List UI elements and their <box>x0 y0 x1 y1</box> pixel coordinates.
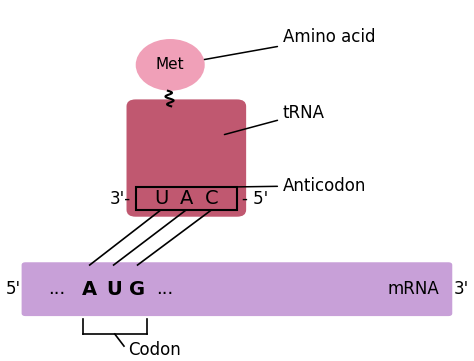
Text: Met: Met <box>156 57 184 73</box>
Text: 3'-: 3'- <box>110 190 131 208</box>
Text: - 5': - 5' <box>242 190 268 208</box>
Text: tRNA: tRNA <box>224 104 325 135</box>
Text: 5': 5' <box>6 280 21 298</box>
Bar <box>136 187 237 210</box>
Text: C: C <box>205 189 219 208</box>
Text: G: G <box>129 280 146 299</box>
Text: ...: ... <box>48 280 65 298</box>
Text: Codon: Codon <box>128 340 182 358</box>
Text: A: A <box>180 189 193 208</box>
Text: 3': 3' <box>453 280 468 298</box>
Text: A: A <box>82 280 97 299</box>
Text: Anticodon: Anticodon <box>229 177 366 195</box>
FancyBboxPatch shape <box>22 262 452 316</box>
Circle shape <box>136 39 205 91</box>
Text: U: U <box>106 280 121 299</box>
Text: Amino acid: Amino acid <box>199 28 375 61</box>
Text: U: U <box>154 189 168 208</box>
Text: ...: ... <box>156 280 173 298</box>
FancyBboxPatch shape <box>127 99 246 217</box>
Text: mRNA: mRNA <box>388 280 439 298</box>
